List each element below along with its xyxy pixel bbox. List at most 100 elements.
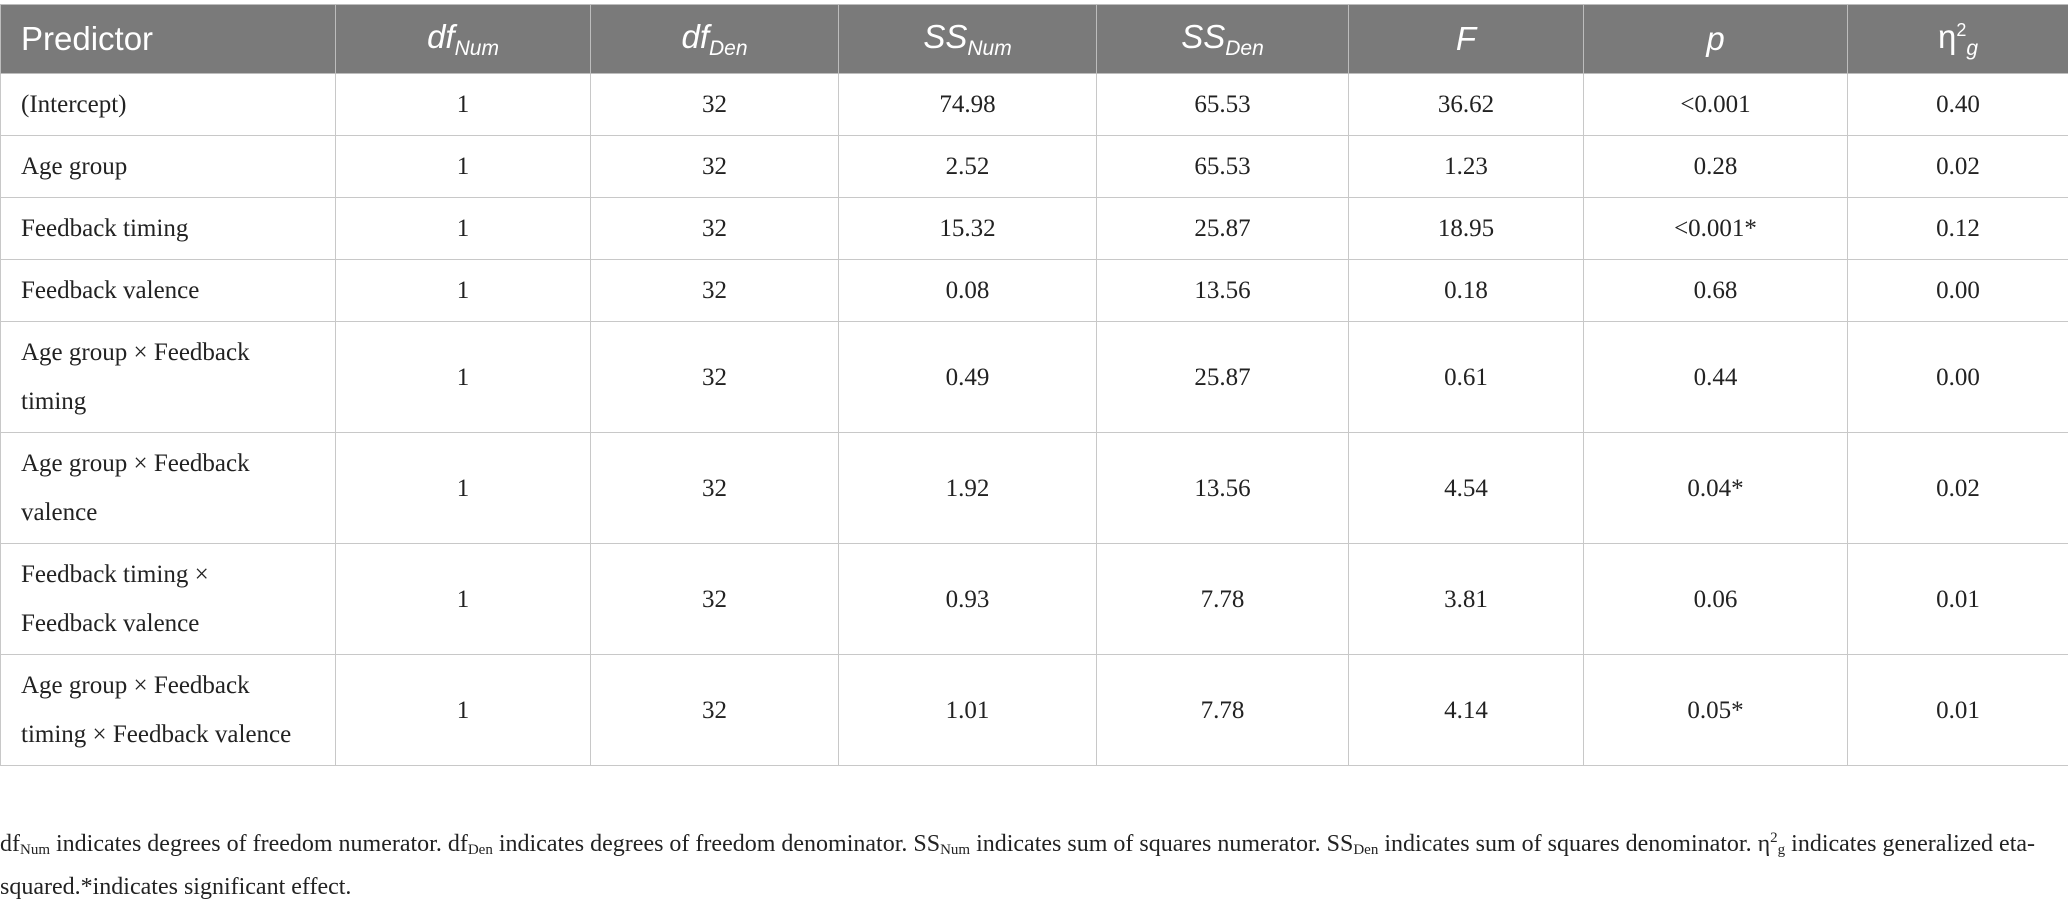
value-cell: 1 (335, 432, 591, 544)
footnote-text: indicates sum of squares numerator. SS (970, 831, 1354, 857)
value-cell: 1 (335, 321, 591, 433)
table-row: (Intercept) 1 32 74.98 65.53 36.62 <0.001 0.40 (0, 73, 2068, 136)
header-text: p (1706, 20, 1725, 57)
header-text: SS (1181, 17, 1226, 55)
footnote-subscript: g (1777, 842, 1786, 858)
value-cell: 0.28 (1583, 135, 1848, 198)
value-cell: 4.14 (1348, 654, 1584, 766)
header-subscript: Num (454, 36, 499, 60)
value-cell: 0.44 (1583, 321, 1848, 433)
value-cell: 0.93 (838, 543, 1097, 655)
value-cell: 0.00 (1847, 259, 2068, 322)
value-cell: <0.001* (1583, 197, 1848, 260)
value-cell: 32 (590, 73, 839, 136)
footnote-subscript: Num (20, 842, 50, 858)
footnote-subscript: Num (940, 842, 971, 858)
value-cell: 13.56 (1096, 432, 1349, 544)
predictor-cell: Age group × Feedback timing × Feedback v… (0, 654, 336, 766)
value-cell: 1 (335, 73, 591, 136)
footnote: dfNum indicates degrees of freedom numer… (0, 820, 2060, 906)
table-row: Age group × Feedback timing 1 32 0.49 25.87 0… (0, 321, 2068, 433)
column-header: Predictor (0, 4, 336, 74)
value-cell: 1 (335, 259, 591, 322)
value-cell: <0.001 (1583, 73, 1848, 136)
predictor-cell: (Intercept) (0, 73, 336, 136)
value-cell: 15.32 (838, 197, 1097, 260)
column-header: dfDen (590, 4, 839, 74)
value-cell: 25.87 (1096, 321, 1349, 433)
predictor-cell: Age group (0, 135, 336, 198)
value-cell: 0.02 (1847, 135, 2068, 198)
column-header: SSDen (1096, 4, 1349, 74)
value-cell: 32 (590, 543, 839, 655)
value-cell: 1.01 (838, 654, 1097, 766)
table-row: Age group × Feedback valence 1 32 1.92 13.56… (0, 432, 2068, 544)
value-cell: 0.04* (1583, 432, 1848, 544)
footnote-subscript: Den (467, 842, 493, 858)
header-text: Predictor (21, 20, 154, 57)
footnote-text: indicates degrees of freedom denominator… (492, 831, 941, 857)
value-cell: 1 (335, 654, 591, 766)
value-cell: 7.78 (1096, 654, 1349, 766)
footnote-text: df (0, 831, 20, 857)
header-text: SS (923, 17, 968, 55)
footnote-superscript: 2 (1770, 830, 1778, 846)
table-body: (Intercept) 1 32 74.98 65.53 36.62 <0.001 0.40 A… (0, 73, 2068, 766)
value-cell: 32 (590, 135, 839, 198)
header-text: F (1455, 20, 1477, 57)
predictor-cell: Age group × Feedback timing (0, 321, 336, 433)
predictor-cell: Feedback timing × Feedback valence (0, 543, 336, 655)
value-cell: 0.40 (1847, 73, 2068, 136)
footnote-text: indicates degrees of freedom numerator. … (50, 831, 468, 857)
value-cell: 0.18 (1348, 259, 1584, 322)
value-cell: 1 (335, 197, 591, 260)
column-header: dfNum (335, 4, 591, 74)
value-cell: 0.68 (1583, 259, 1848, 322)
value-cell: 7.78 (1096, 543, 1349, 655)
value-cell: 1 (335, 135, 591, 198)
table-row: Feedback timing × Feedback valence 1 32 0.9… (0, 543, 2068, 655)
value-cell: 18.95 (1348, 197, 1584, 260)
column-header: SSNum (838, 4, 1097, 74)
value-cell: 0.05* (1583, 654, 1848, 766)
header-text: η (1937, 17, 1957, 55)
value-cell: 65.53 (1096, 73, 1349, 136)
footnote-text: indicates generalized eta-squared.*indic… (0, 831, 2036, 900)
value-cell: 0.49 (838, 321, 1097, 433)
value-cell: 0.08 (838, 259, 1097, 322)
header-superscript: 2 (1956, 19, 1967, 40)
header-subscript: Den (1225, 36, 1264, 60)
column-header: p (1583, 4, 1848, 74)
table-row: Feedback timing 1 32 15.32 25.87 18.95 <0.001*… (0, 197, 2068, 260)
footnote-subscript: Den (1353, 842, 1379, 858)
predictor-cell: Feedback timing (0, 197, 336, 260)
value-cell: 74.98 (838, 73, 1097, 136)
value-cell: 0.06 (1583, 543, 1848, 655)
value-cell: 0.00 (1847, 321, 2068, 433)
table-row: Feedback valence 1 32 0.08 13.56 0.18 0.68 0.00 (0, 259, 2068, 322)
value-cell: 32 (590, 432, 839, 544)
value-cell: 32 (590, 259, 839, 322)
value-cell: 2.52 (838, 135, 1097, 198)
value-cell: 32 (590, 321, 839, 433)
value-cell: 25.87 (1096, 197, 1349, 260)
value-cell: 0.12 (1847, 197, 2068, 260)
column-header: η2g (1847, 4, 2068, 74)
predictor-cell: Age group × Feedback valence (0, 432, 336, 544)
header-subscript: Den (709, 36, 748, 60)
value-cell: 36.62 (1348, 73, 1584, 136)
column-header: F (1348, 4, 1584, 74)
predictor-cell: Feedback valence (0, 259, 336, 322)
value-cell: 32 (590, 654, 839, 766)
header-text: df (427, 17, 455, 55)
value-cell: 1.23 (1348, 135, 1584, 198)
value-cell: 3.81 (1348, 543, 1584, 655)
value-cell: 0.02 (1847, 432, 2068, 544)
value-cell: 0.61 (1348, 321, 1584, 433)
value-cell: 13.56 (1096, 259, 1349, 322)
header-subscript: Num (967, 36, 1012, 60)
value-cell: 1.92 (838, 432, 1097, 544)
